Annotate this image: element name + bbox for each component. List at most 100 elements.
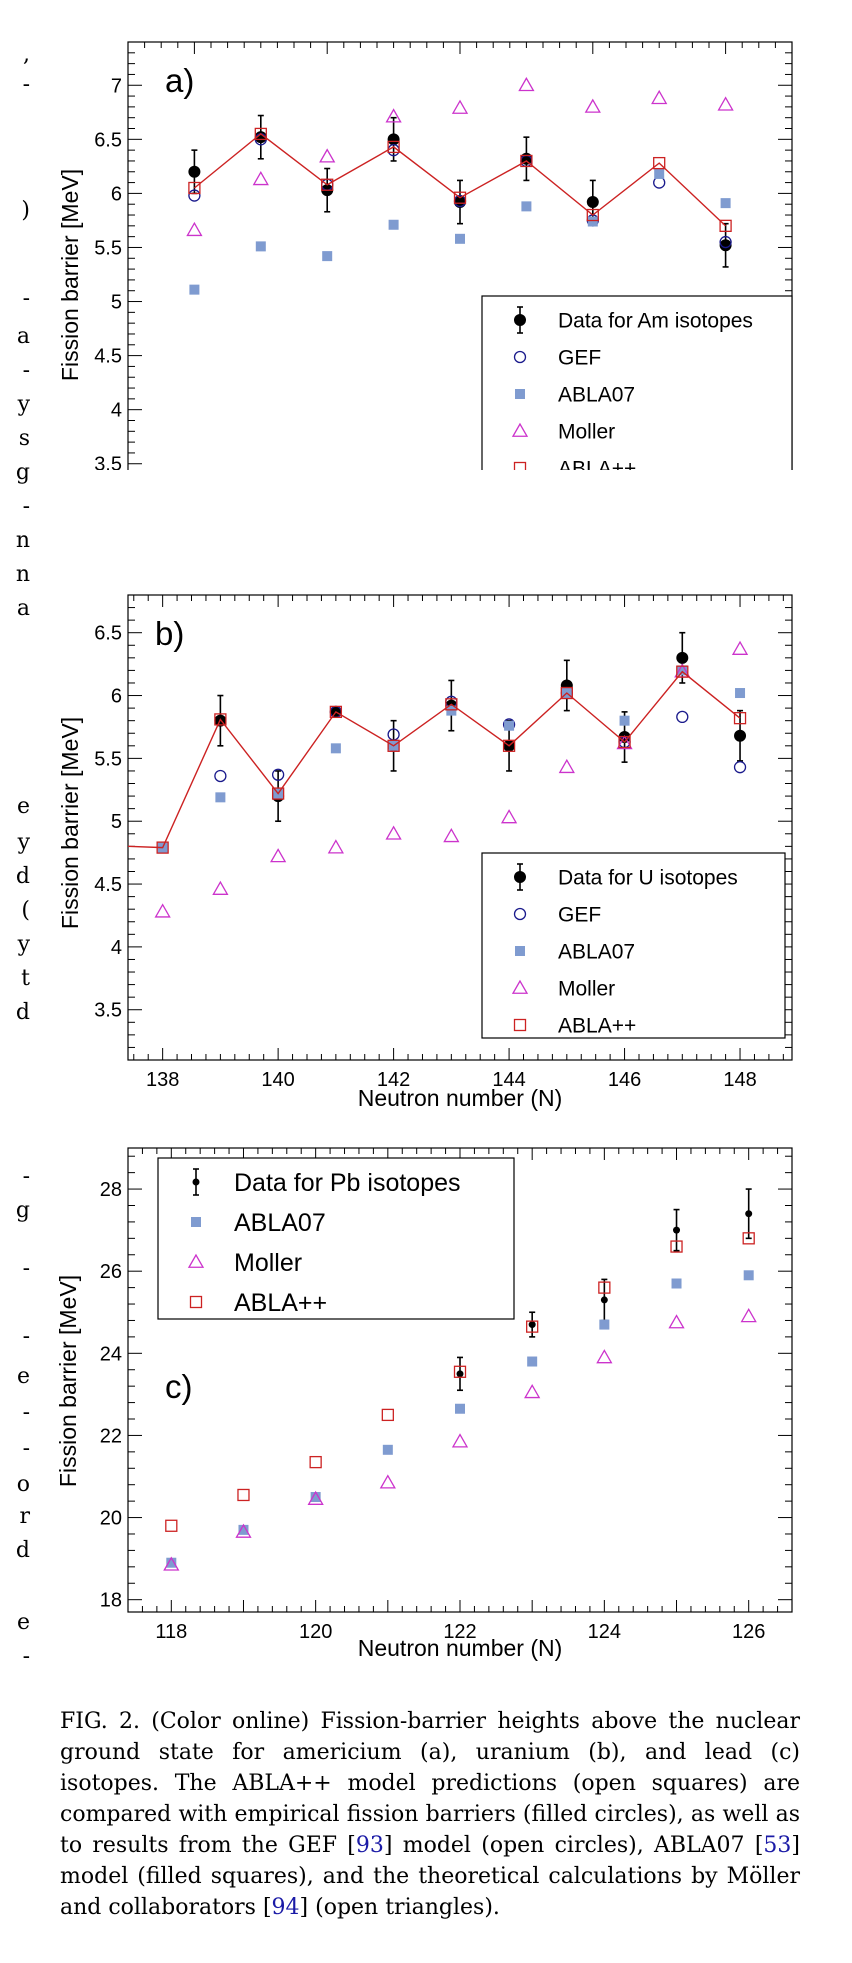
data-point [733,712,747,725]
margin-fragment: s [18,426,30,451]
x-tick-label: 124 [588,1621,621,1643]
legend-marker [515,389,525,399]
data-point [186,221,203,237]
legend-marker [189,1295,203,1309]
legend-box [157,1157,515,1320]
data-point [381,1408,394,1422]
x-tick-label: 144 [492,1069,525,1091]
data-point [321,178,334,191]
data-point [671,1278,682,1289]
x-tick-label: 140 [261,1069,294,1091]
y-tick-label: 5.5 [94,237,122,259]
margin-fragment: t [21,966,30,991]
data-point [673,1226,681,1234]
legend-label: ABLA07 [558,941,635,964]
caption-text-tail: ] (open triangles). [299,1895,500,1920]
data-point [598,1281,611,1294]
margin-fragment: - [22,1644,30,1669]
citation-link-abla07[interactable]: 53 [763,1833,792,1858]
data-point [387,140,400,154]
data-point [451,99,469,114]
data-point [676,710,689,724]
margin-fragment: o [16,1472,30,1497]
data-point [599,1319,610,1330]
figure-panel-b: 138 140 142 144 146 148 3.5 4 4.5 5 5.5 6 6.5 Neutron… [0,568,852,1128]
legend-label: ABLA07 [234,1209,326,1237]
data-point [451,1433,469,1448]
x-tick-label: 148 [723,1069,756,1091]
margin-fragment: g [15,460,30,485]
legend-marker [191,1217,201,1227]
data-point [586,196,599,209]
data-point [455,1403,465,1414]
data-point [446,705,457,716]
data-point [560,686,573,700]
data-point [521,201,532,212]
y-axis-label: Fission barrier [MeV] [55,1275,81,1487]
series-data-for-u-isotopes [214,631,747,823]
citation-link-gef[interactable]: 93 [355,1833,384,1858]
data-point [720,198,731,209]
data-point [740,1308,757,1323]
data-point [387,133,400,146]
series-line [193,133,727,227]
margin-fragment: - [22,1256,30,1281]
data-point [518,76,535,92]
x-tick-label: 122 [443,1621,476,1643]
citation-link-moller[interactable]: 94 [271,1895,300,1920]
legend: Data for U isotopes GEF ABLA07 Moller ABLA++ [481,852,786,1039]
data-point [443,827,460,843]
y-tick-label: 7 [111,75,122,97]
data-point [586,208,599,222]
legend: Data for Pb isotopes ABLA07 Moller ABLA++ [157,1157,515,1320]
legend-marker [514,871,526,883]
legend-item: Data for Am isotopes [514,306,753,334]
legend-label: ABLA07 [558,384,635,407]
panel-label: b) [155,615,184,652]
data-point [654,168,665,179]
data-point [215,792,226,803]
legend-marker [192,1178,200,1186]
legend-label: GEF [558,347,601,370]
data-point [524,1384,541,1399]
panel-label: a) [165,62,194,99]
data-point [745,1210,753,1218]
data-point [502,739,516,752]
y-axis-label: Fission barrier [MeV] [57,169,83,381]
caption-text-mid1: ] model (open circles), ABLA07 [ [383,1833,764,1858]
series-line [127,670,741,849]
data-point [255,241,266,252]
series-abla07 [189,168,731,295]
y-tick-label: 26 [100,1261,122,1283]
data-point [329,705,343,719]
legend-box [481,295,793,470]
margin-fragment: a [16,596,30,621]
y-tick-label: 6 [111,686,122,708]
legend-marker [513,461,527,470]
data-point [388,219,399,230]
data-point [453,191,467,204]
legend: Data for Am isotopes GEF ABLA07 Moller ABLA+… [481,295,793,470]
legend-box [481,852,786,1039]
margin-fragment: ( [21,898,30,923]
y-tick-label: 6.5 [94,129,122,151]
x-tick-label: 126 [732,1621,765,1643]
data-point [270,848,287,863]
legend-item: ABLA++ [189,1289,327,1317]
series-moller [163,1308,757,1571]
data-point [735,688,746,699]
y-tick-label: 5.5 [94,748,122,770]
y-tick-label: 6 [111,183,122,205]
data-point [520,154,533,168]
data-point [733,761,747,774]
margin-fragment: d [15,864,30,889]
data-point [526,1320,539,1333]
legend-marker [511,979,529,994]
margin-fragment: - [22,286,30,311]
margin-fragment: e [16,794,30,819]
legend-item: Moller [187,1249,302,1277]
caption-text-mid2: ] model (filled squares), and the theore… [60,1833,800,1920]
data-point [252,171,269,186]
caption-text-lead: FIG. 2. (Color online) Fission-barrier h… [60,1709,800,1858]
data-point [166,1557,177,1568]
